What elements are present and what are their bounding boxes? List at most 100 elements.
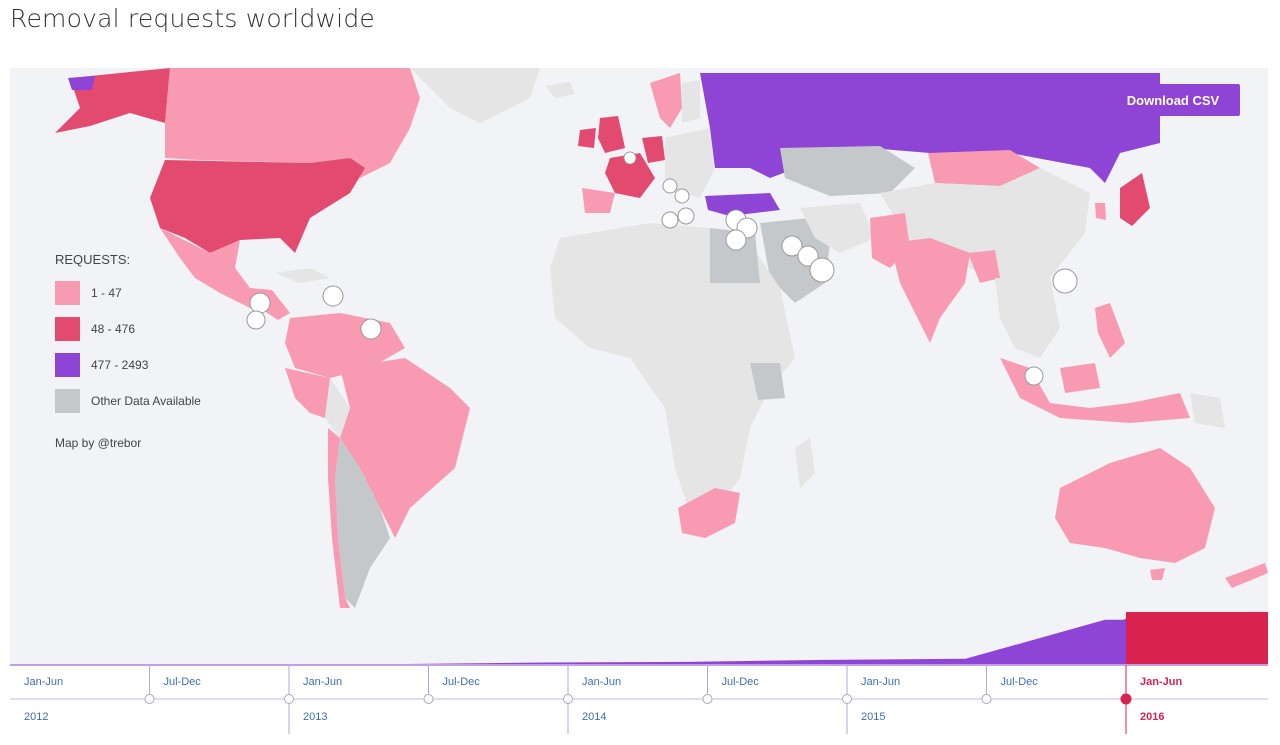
timeline-node[interactable] [842, 694, 852, 704]
legend-label: 1 - 47 [91, 286, 122, 300]
country-png[interactable] [1190, 393, 1225, 428]
timeline-period-label[interactable]: Jul-Dec [443, 676, 481, 688]
country-mongolia[interactable] [928, 150, 1040, 186]
timeline-node[interactable] [144, 694, 155, 704]
legend-item: 48 - 476 [55, 317, 201, 341]
country-new-zealand[interactable] [1225, 563, 1268, 588]
legend-swatch [55, 389, 80, 413]
download-csv-button[interactable]: Download CSV [1106, 84, 1240, 116]
marker-greece[interactable] [677, 207, 695, 225]
timeline-year-label[interactable]: 2016 [1140, 711, 1164, 723]
timeline-period-label[interactable]: Jan-Jun [24, 676, 63, 688]
timeline-period-label[interactable]: Jul-Dec [164, 676, 202, 688]
legend-label: 48 - 476 [91, 322, 136, 336]
country-mexico[interactable] [160, 228, 265, 308]
marker-uae[interactable] [809, 257, 835, 283]
legend-title: REQUESTS: [55, 252, 131, 267]
se-asia-mainland[interactable] [995, 278, 1060, 358]
country-norway-sweden[interactable] [650, 73, 682, 128]
country-turkey[interactable] [705, 193, 780, 216]
legend: REQUESTS: 1 - 47 48 - 476 477 - 2493 Oth… [55, 252, 201, 425]
country-canada[interactable] [165, 68, 420, 178]
timeline-period-label[interactable]: Jan-Jun [861, 676, 900, 688]
greenland[interactable] [410, 68, 540, 123]
timeline-period-label[interactable]: Jan-Jun [303, 676, 342, 688]
marker-panama[interactable] [246, 310, 266, 330]
iceland[interactable] [545, 82, 575, 98]
timeline-year-label[interactable]: 2012 [24, 711, 48, 723]
country-finland[interactable] [682, 80, 700, 123]
country-argentina[interactable] [335, 438, 390, 608]
map-credit: Map by @trebor [55, 436, 142, 450]
timeline-year-label[interactable]: 2015 [861, 711, 885, 723]
country-bolivia[interactable] [325, 378, 350, 438]
country-russia[interactable] [700, 73, 1160, 183]
marker-belgium[interactable] [623, 151, 637, 165]
small-country-markers[interactable] [246, 151, 1078, 386]
timeline-area [10, 618, 1126, 664]
country-usa[interactable] [150, 158, 365, 253]
legend-swatch [55, 317, 80, 341]
country-peru[interactable] [285, 368, 330, 418]
country-ireland[interactable] [578, 128, 596, 148]
timeline-node[interactable] [563, 694, 573, 704]
country-tasmania[interactable] [1150, 568, 1165, 580]
country-madagascar[interactable] [795, 438, 815, 488]
country-spain[interactable] [582, 188, 615, 213]
country-france[interactable] [605, 153, 655, 198]
timeline-period-label[interactable]: Jan-Jun [582, 676, 621, 688]
timeline[interactable]: Jan-Jun 2012 Jul-Dec Jan-Jun 2013 Jul-Dec Jan-… [10, 612, 1268, 741]
country-chile[interactable] [328, 428, 350, 608]
legend-item: 1 - 47 [55, 281, 201, 305]
marker-malta[interactable] [661, 211, 679, 229]
country-kenya[interactable] [750, 363, 785, 400]
country-south-korea[interactable] [1095, 203, 1106, 220]
marker-bahamas[interactable] [249, 292, 271, 314]
country-uk[interactable] [598, 116, 625, 153]
timeline-year-label[interactable]: 2013 [303, 711, 327, 723]
world-map[interactable] [10, 68, 1268, 665]
marker-singapore[interactable] [1024, 366, 1044, 386]
timeline-node[interactable] [702, 694, 713, 704]
legend-swatch [55, 353, 80, 377]
country-philippines[interactable] [1095, 303, 1125, 358]
country-saudi-arabia[interactable] [760, 218, 830, 303]
timeline-node[interactable] [284, 694, 294, 704]
marker-balkans-2[interactable] [674, 188, 690, 204]
timeline-node[interactable] [1120, 693, 1132, 705]
legend-item: 477 - 2493 [55, 353, 201, 377]
country-malaysia[interactable] [1060, 363, 1100, 393]
country-russia-east-tip[interactable] [68, 76, 95, 90]
timeline-node[interactable] [423, 694, 434, 704]
country-japan[interactable] [1120, 173, 1150, 226]
country-kazakhstan[interactable] [780, 146, 915, 196]
country-germany[interactable] [642, 136, 665, 163]
country-egypt[interactable] [710, 228, 760, 283]
marker-balkans-1[interactable] [662, 178, 678, 194]
marker-puerto-rico[interactable] [322, 285, 344, 307]
country-indonesia[interactable] [1000, 358, 1190, 423]
timeline-year-label[interactable]: 2014 [582, 711, 606, 723]
marker-qatar[interactable] [797, 245, 819, 267]
timeline-period-label[interactable]: Jul-Dec [1001, 676, 1039, 688]
country-australia[interactable] [1055, 448, 1215, 563]
marker-israel[interactable] [725, 229, 747, 251]
legend-label: Other Data Available [91, 394, 201, 408]
legend-label: 477 - 2493 [91, 358, 149, 372]
timeline-active-block [1126, 612, 1268, 664]
marker-kuwait[interactable] [781, 235, 803, 257]
country-china[interactable] [880, 168, 1090, 283]
timeline-period-label[interactable]: Jul-Dec [722, 676, 760, 688]
caribbean[interactable] [275, 268, 330, 283]
timeline-period-label[interactable]: Jan-Jun [1140, 676, 1182, 688]
country-bangladesh-myanmar[interactable] [968, 250, 1000, 283]
page-title: Removal requests worldwide [10, 4, 375, 33]
africa[interactable] [550, 223, 795, 518]
marker-trinidad[interactable] [360, 318, 382, 340]
country-iran[interactable] [800, 203, 875, 253]
country-south-africa[interactable] [678, 488, 740, 538]
marker-taiwan[interactable] [1052, 268, 1078, 294]
country-india[interactable] [890, 238, 970, 343]
europe-east[interactable] [665, 128, 715, 198]
timeline-node[interactable] [981, 694, 992, 704]
